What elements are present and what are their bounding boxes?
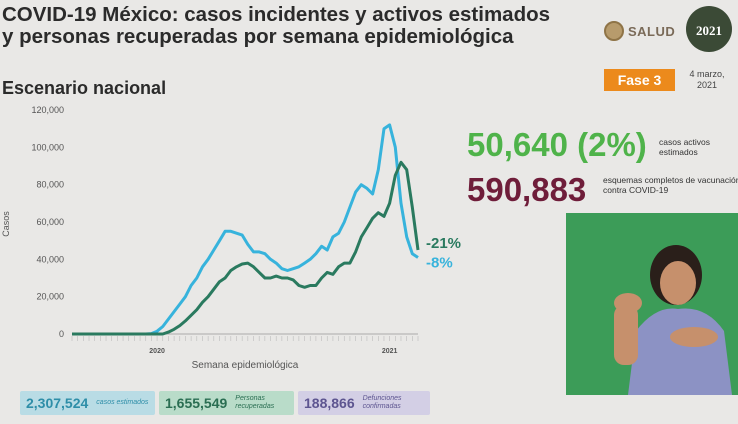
interpreter-image [566,213,738,395]
deaths-label: Defunciones confirmadas [362,395,402,410]
active-cases-value: 50,640 (2%) [467,126,647,163]
x-year-label: 2020 [149,348,165,355]
estimated-cases-value: 2,307,524 [26,395,89,411]
active-cases-label: casos activos estimados [659,137,711,157]
y-axis-label: Casos [1,211,11,237]
x-year-label: 2021 [382,348,398,355]
y-axis: 0 20,000 40,000 60,000 80,000 100,000 120,000 [31,105,418,339]
series-change-label-recovered: -21% [426,235,461,252]
series-line-recovered [72,160,420,336]
x-axis: 2020 2021 [71,336,419,355]
badge-year: 2021 [696,23,722,38]
report-date: 4 marzo, 2021 [689,69,725,90]
y-tick-label: 120,000 [31,105,64,115]
x-axis-label: Semana epidemiológica [192,360,299,371]
phase-badge: Fase 3 [604,69,675,91]
y-tick-label: 80,000 [36,180,64,190]
sign-language-interpreter-video [566,213,738,395]
salud-logo: SALUD [604,21,675,41]
y-tick-label: 100,000 [31,142,64,152]
estimated-cases-card: 2,307,524 casos estimados [20,391,155,415]
recovered-value: 1,655,549 [165,395,228,411]
deaths-value: 188,866 [304,395,355,411]
salud-logo-text: SALUD [628,23,676,39]
cases-line-chart: 020,00040,00060,00080,000100,000120,000 … [1,105,461,371]
y-tick-label: 60,000 [36,217,64,227]
y-tick-label: 20,000 [36,292,64,302]
series-change-label-estimated: -8% [426,254,453,271]
mexico-2021-badge: 2021 [686,6,732,52]
page-title: COVID-19 México: casos incidentes y acti… [2,3,551,48]
y-tick-label: 40,000 [36,254,64,264]
deaths-card: 188,866 Defunciones confirmadas [298,391,430,415]
eagle-seal-icon [604,21,624,41]
series-group: -8% -21% [72,123,461,336]
y-tick-label: 0 [59,329,64,339]
vaccination-value: 590,883 [467,171,587,208]
page-subtitle: Escenario nacional [2,78,167,98]
recovered-card: 1,655,549 Personas recuperadas [159,391,294,415]
vaccination-label: esquemas completos de vacunación contra … [603,175,738,195]
estimated-cases-label: casos estimados [96,399,149,406]
recovered-label: Personas recuperadas [235,395,275,410]
